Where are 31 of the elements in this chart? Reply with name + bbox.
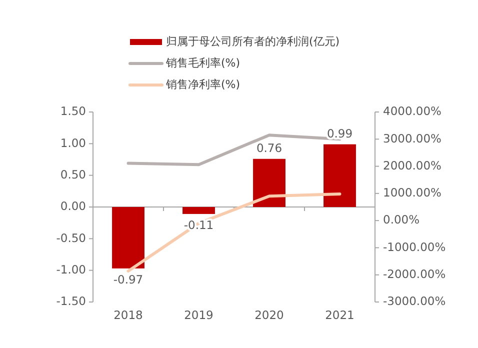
legend-label: 销售净利率(%) [165, 78, 240, 92]
y-tick-label: -1.00 [56, 262, 86, 276]
y-tick-label: -1.50 [56, 294, 86, 308]
y2-tick-label: 4000.00% [383, 104, 442, 118]
bar [112, 207, 144, 268]
y-tick-label: 1.00 [60, 136, 86, 150]
bar [253, 158, 286, 207]
bar [324, 144, 356, 207]
y-tick-label: 0.00 [60, 199, 86, 214]
x-tick-label: 2018 [114, 308, 143, 322]
line-series [126, 192, 342, 273]
data-label: -0.11 [184, 218, 214, 232]
data-label: 0.76 [256, 141, 282, 156]
y-tick-label: 1.50 [60, 104, 86, 118]
x-tick-label: 2021 [325, 308, 354, 322]
y2-tick-label: 3000.00% [383, 131, 442, 146]
data-label: 0.99 [326, 126, 353, 140]
y2-tick-label: -1000.00% [383, 240, 446, 254]
x-tick-label: 2020 [254, 308, 284, 322]
y2-tick-label: 1000.00% [383, 186, 442, 200]
y2-tick-label: -3000.00% [383, 294, 446, 308]
y-tick-label: 0.50 [60, 167, 86, 182]
data-label: -0.97 [113, 272, 144, 287]
x-tick-label: 2019 [184, 308, 214, 322]
legend-label: 销售毛利率(%) [165, 56, 240, 70]
y-tick-label: -0.50 [56, 230, 86, 245]
y2-tick-label: 2000.00% [383, 158, 442, 172]
legend-label: 归属于母公司所有者的净利润(亿元) [166, 35, 340, 48]
y2-tick-label: -2000.00% [383, 267, 446, 282]
bar [182, 207, 215, 214]
y2-tick-label: 0.00% [383, 212, 420, 227]
